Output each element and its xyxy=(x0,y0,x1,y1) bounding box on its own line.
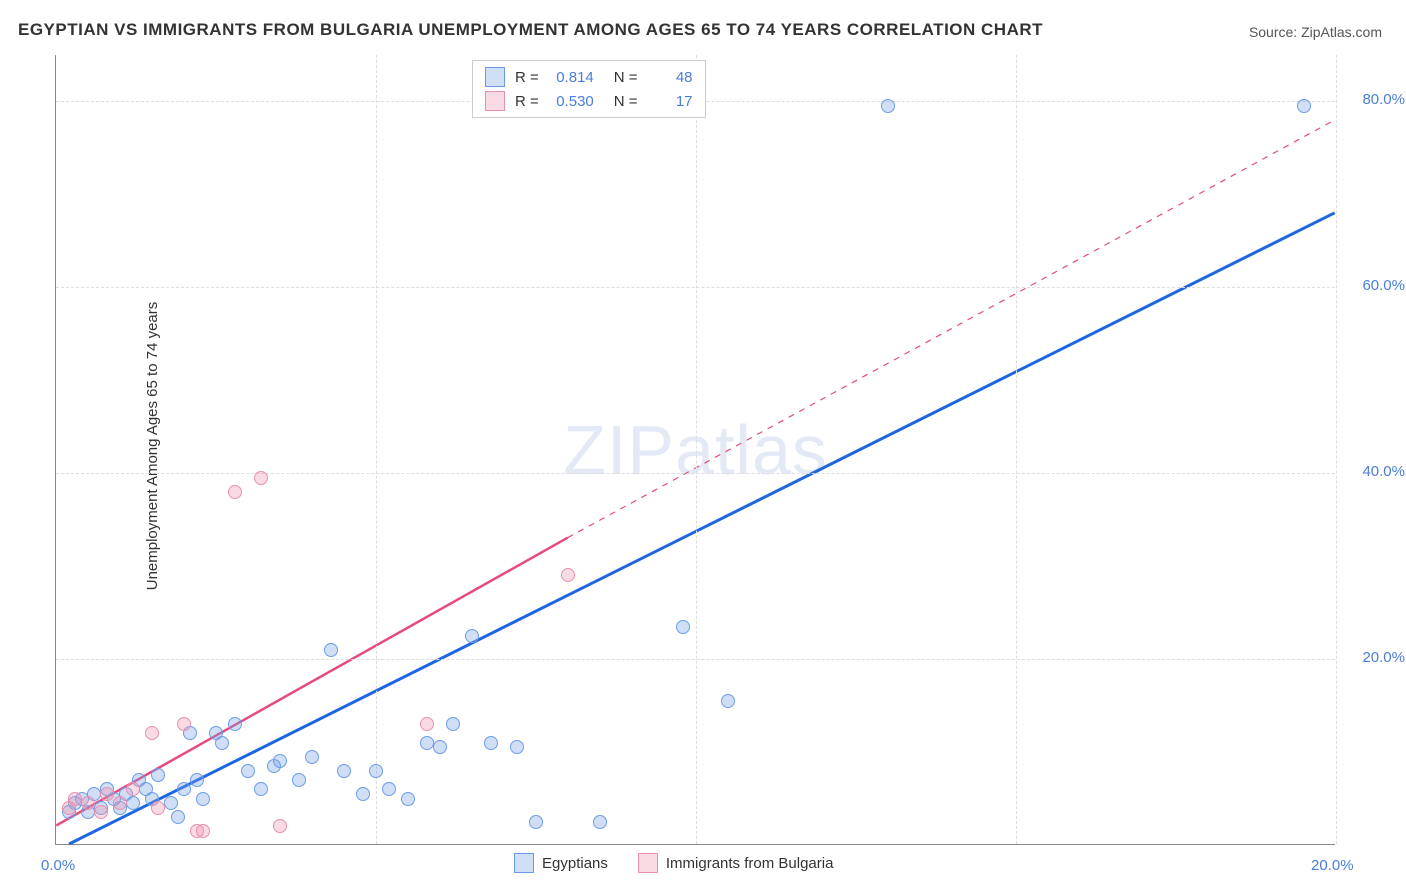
scatter-point xyxy=(721,694,735,708)
scatter-point xyxy=(151,801,165,815)
scatter-point xyxy=(465,629,479,643)
stat-n-label: N = xyxy=(614,93,638,110)
gridline-vertical xyxy=(1016,55,1017,844)
scatter-point xyxy=(196,792,210,806)
scatter-point xyxy=(273,819,287,833)
stat-n-value: 48 xyxy=(648,69,693,86)
stat-r-value: 0.530 xyxy=(549,93,594,110)
y-tick-label: 80.0% xyxy=(1362,91,1405,108)
scatter-point xyxy=(228,485,242,499)
legend-label: Immigrants from Bulgaria xyxy=(666,855,834,872)
scatter-point xyxy=(484,736,498,750)
scatter-point xyxy=(337,764,351,778)
scatter-point xyxy=(254,471,268,485)
scatter-point xyxy=(126,796,140,810)
stat-r-value: 0.814 xyxy=(549,69,594,86)
scatter-point xyxy=(292,773,306,787)
scatter-point xyxy=(254,782,268,796)
scatter-point xyxy=(196,824,210,838)
scatter-point xyxy=(529,815,543,829)
scatter-point xyxy=(273,754,287,768)
scatter-point xyxy=(305,750,319,764)
scatter-point xyxy=(369,764,383,778)
stat-r-label: R = xyxy=(515,93,539,110)
stat-row: R = 0.814 N = 48 xyxy=(485,65,693,89)
scatter-point xyxy=(151,768,165,782)
scatter-point xyxy=(561,568,575,582)
scatter-point xyxy=(113,796,127,810)
scatter-point xyxy=(145,726,159,740)
scatter-point xyxy=(126,782,140,796)
legend-swatch xyxy=(514,853,534,873)
scatter-point xyxy=(100,787,114,801)
legend-swatch xyxy=(638,853,658,873)
scatter-point xyxy=(190,773,204,787)
scatter-point xyxy=(241,764,255,778)
stat-n-value: 17 xyxy=(648,93,693,110)
scatter-point xyxy=(676,620,690,634)
legend-label: Egyptians xyxy=(542,855,608,872)
chart-title: EGYPTIAN VS IMMIGRANTS FROM BULGARIA UNE… xyxy=(18,20,1043,40)
scatter-point xyxy=(420,717,434,731)
scatter-point xyxy=(433,740,447,754)
y-tick-label: 20.0% xyxy=(1362,649,1405,666)
stat-n-label: N = xyxy=(614,69,638,86)
series-swatch xyxy=(485,91,505,111)
gridline-vertical xyxy=(376,55,377,844)
source-attribution: Source: ZipAtlas.com xyxy=(1249,24,1382,40)
scatter-point xyxy=(94,805,108,819)
legend: Egyptians Immigrants from Bulgaria xyxy=(504,851,843,875)
scatter-point xyxy=(164,796,178,810)
scatter-point xyxy=(324,643,338,657)
x-tick-label: 20.0% xyxy=(1311,857,1354,874)
gridline-vertical xyxy=(696,55,697,844)
scatter-point xyxy=(228,717,242,731)
legend-item: Egyptians xyxy=(514,853,608,873)
y-tick-label: 40.0% xyxy=(1362,463,1405,480)
stat-r-label: R = xyxy=(515,69,539,86)
scatter-point xyxy=(356,787,370,801)
scatter-point xyxy=(593,815,607,829)
scatter-point xyxy=(510,740,524,754)
series-swatch xyxy=(485,67,505,87)
plot-area: ZIPatlas 20.0%40.0%60.0%80.0%0.0%20.0% R… xyxy=(55,55,1335,845)
x-tick-label: 0.0% xyxy=(41,857,75,874)
scatter-point xyxy=(215,736,229,750)
scatter-point xyxy=(177,782,191,796)
scatter-point xyxy=(81,796,95,810)
scatter-point xyxy=(382,782,396,796)
scatter-point xyxy=(171,810,185,824)
scatter-point xyxy=(177,717,191,731)
scatter-point xyxy=(446,717,460,731)
scatter-point xyxy=(881,99,895,113)
legend-item: Immigrants from Bulgaria xyxy=(638,853,834,873)
correlation-stats-box: R = 0.814 N = 48 R = 0.530 N = 17 xyxy=(472,60,706,118)
trend-line xyxy=(69,213,1335,844)
gridline-vertical xyxy=(1336,55,1337,844)
y-tick-label: 60.0% xyxy=(1362,277,1405,294)
stat-row: R = 0.530 N = 17 xyxy=(485,89,693,113)
scatter-point xyxy=(1297,99,1311,113)
trend-line-extrapolated xyxy=(568,120,1335,538)
scatter-point xyxy=(401,792,415,806)
